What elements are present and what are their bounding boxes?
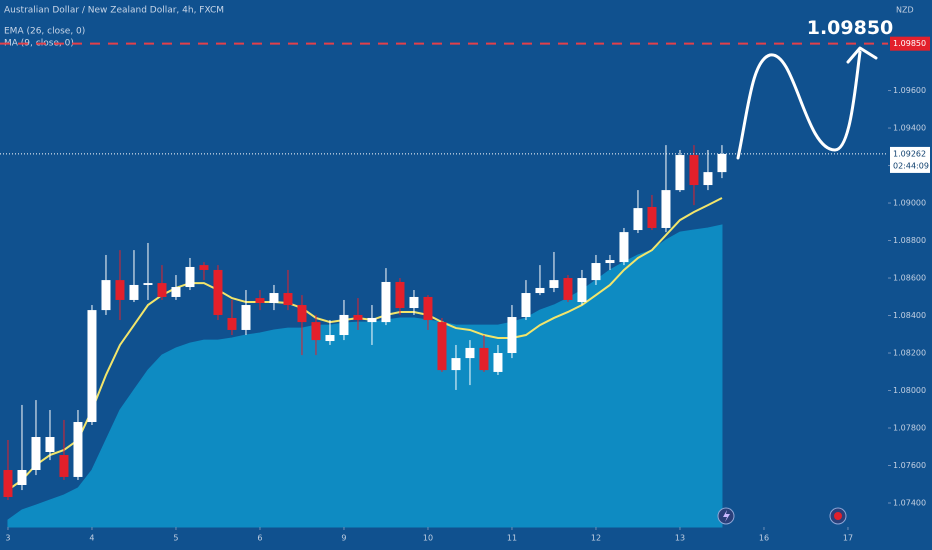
candle-body: [283, 293, 293, 306]
legend-entry: EMA (26, close, 0): [4, 27, 85, 37]
candle-body: [409, 296, 419, 309]
candle-body: [185, 266, 195, 288]
candle-body: [689, 155, 699, 186]
candle-body: [59, 455, 69, 477]
flag-icon: [834, 512, 842, 520]
candle-body: [171, 287, 181, 297]
candle-body: [115, 280, 125, 300]
y-tick-label: 1.08600: [893, 274, 926, 283]
candle-body: [101, 280, 111, 311]
y-tick-label: 1.07600: [893, 461, 926, 470]
candle-body: [297, 305, 307, 323]
candle-body: [521, 293, 531, 318]
y-tick-label: 1.07800: [893, 424, 926, 433]
candle-body: [241, 305, 251, 330]
candle-body: [577, 278, 587, 303]
y-tick-label: 1.08400: [893, 311, 926, 320]
target-annotation: 1.09850: [807, 17, 894, 39]
candle-body: [3, 470, 13, 498]
candle-body: [87, 310, 97, 423]
x-tick-label: 3: [5, 534, 10, 543]
countdown-label: 02:44:09: [893, 161, 929, 170]
candle-body: [647, 206, 657, 228]
candle-body: [227, 317, 237, 330]
arrow-head: [846, 46, 878, 64]
candle-body: [311, 322, 321, 341]
candle-body: [591, 263, 601, 281]
candle-body: [717, 153, 727, 173]
candle-body: [535, 287, 545, 294]
x-tick-label: 10: [423, 534, 433, 543]
x-tick-label: 11: [507, 534, 517, 543]
candle-body: [157, 283, 167, 297]
candle-body: [353, 314, 363, 321]
candle-body: [675, 155, 685, 191]
candle-body: [549, 280, 559, 288]
y-tick-label: 1.09000: [893, 199, 926, 208]
projection-arrow: [736, 50, 862, 160]
candle-body: [129, 284, 139, 300]
candle-body: [367, 317, 377, 323]
x-tick-label: 16: [759, 534, 769, 543]
candle-body: [17, 470, 27, 486]
y-tick-label: 1.07400: [893, 499, 926, 508]
candle-body: [493, 353, 503, 372]
x-tick-label: 17: [843, 534, 853, 543]
candle-body: [423, 296, 433, 321]
currency-label: NZD: [896, 6, 914, 15]
y-tick-label: 1.08800: [893, 236, 926, 245]
x-tick-label: 4: [89, 534, 94, 543]
target-price-label: 1.09850: [893, 39, 926, 48]
candle-body: [199, 265, 209, 270]
x-tick-label: 9: [341, 534, 346, 543]
candle-body: [563, 278, 573, 300]
candle-body: [465, 347, 475, 359]
plot-area: [3, 145, 727, 528]
candle-body: [619, 232, 629, 263]
lightning-icon: [723, 510, 730, 522]
candle-body: [143, 283, 153, 285]
y-tick-label: 1.08000: [893, 386, 926, 395]
candle-body: [605, 260, 615, 264]
x-tick-label: 13: [675, 534, 685, 543]
candle-body: [703, 172, 713, 186]
y-tick-label: 1.09600: [893, 86, 926, 95]
chart-title: Australian Dollar / New Zealand Dollar, …: [4, 6, 224, 16]
candle-body: [381, 281, 391, 323]
candle-body: [451, 358, 461, 371]
y-tick-label: 1.09400: [893, 124, 926, 133]
x-tick-label: 12: [591, 534, 601, 543]
candle-body: [395, 281, 405, 309]
candle-body: [339, 314, 349, 336]
target-price-box: [890, 36, 930, 51]
candle-body: [507, 317, 517, 354]
candle-body: [213, 269, 223, 315]
candle-body: [73, 422, 83, 477]
candle-body: [437, 322, 447, 371]
last-price-label: 1.09262: [893, 149, 926, 158]
candle-body: [255, 298, 265, 303]
x-tick-label: 5: [173, 534, 178, 543]
candle-body: [479, 347, 489, 371]
last-price-box: [890, 146, 930, 173]
indicator-line: [7, 197, 723, 491]
candle-body: [633, 208, 643, 231]
x-tick-label: 6: [257, 534, 262, 543]
candle-body: [661, 190, 671, 228]
candle-body: [325, 335, 335, 342]
candle-body: [45, 437, 55, 453]
candle-body: [31, 437, 41, 471]
y-tick-label: 1.08200: [893, 349, 926, 358]
candle-body: [269, 293, 279, 303]
